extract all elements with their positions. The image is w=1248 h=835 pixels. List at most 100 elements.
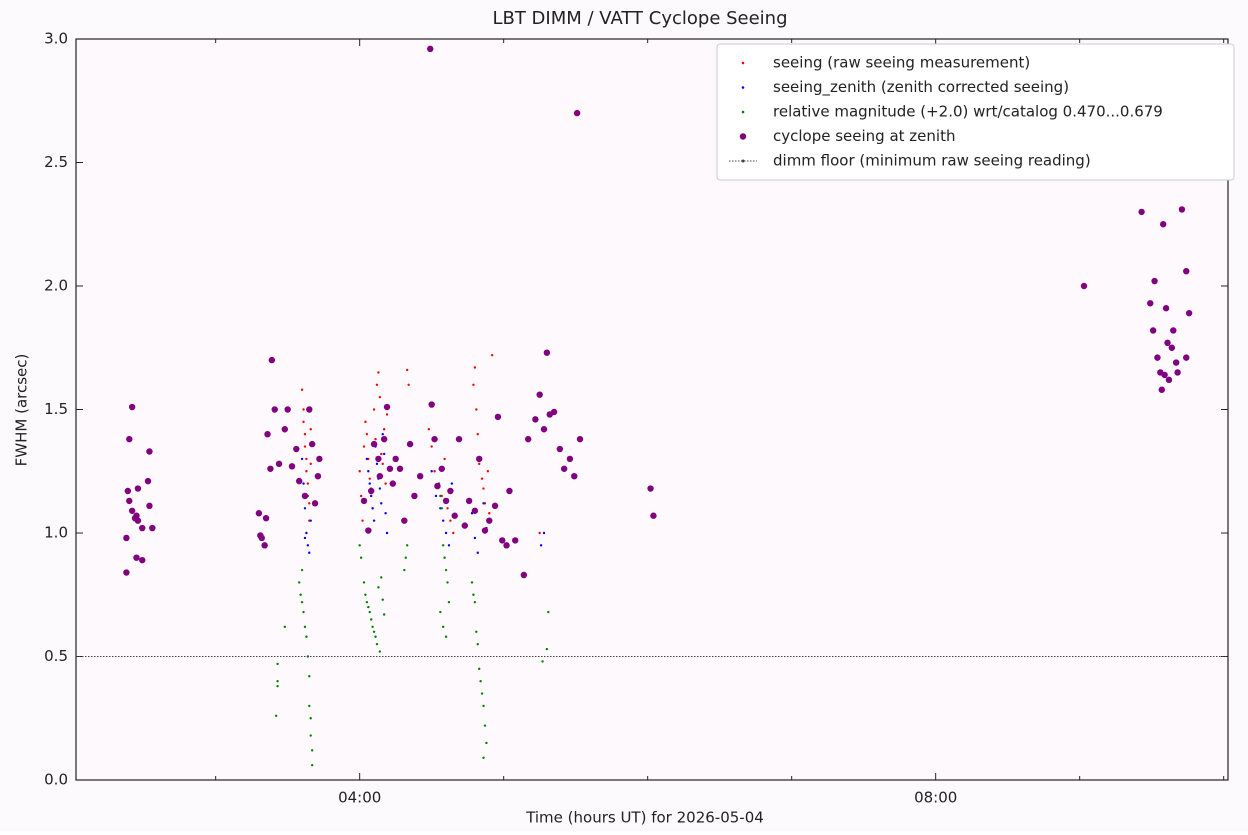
- y-tick-label: 1.0: [44, 524, 68, 542]
- point: [374, 437, 377, 441]
- point: [1147, 300, 1154, 307]
- point: [430, 470, 433, 473]
- point: [361, 519, 364, 522]
- point: [303, 536, 307, 540]
- point: [439, 494, 442, 498]
- point: [128, 507, 136, 514]
- point: [380, 452, 383, 456]
- point: [650, 512, 657, 519]
- point: [465, 497, 473, 505]
- point: [375, 455, 382, 463]
- point: [302, 482, 305, 485]
- point: [362, 445, 366, 448]
- point: [471, 507, 479, 514]
- point: [303, 507, 307, 510]
- point: [365, 527, 372, 534]
- point: [476, 551, 479, 554]
- point: [571, 472, 578, 480]
- point: [306, 482, 310, 485]
- point: [133, 512, 140, 519]
- legend-label: cyclope seeing at zenith: [773, 127, 955, 145]
- legend-swatch: [741, 110, 745, 114]
- point: [540, 426, 548, 433]
- point: [302, 408, 305, 411]
- point: [276, 662, 279, 666]
- point: [473, 600, 477, 604]
- point: [539, 544, 543, 547]
- point: [284, 406, 291, 413]
- point: [392, 455, 399, 463]
- point: [382, 452, 386, 456]
- point: [371, 507, 374, 510]
- point: [447, 600, 451, 604]
- point: [482, 756, 485, 759]
- point: [541, 660, 544, 663]
- point: [396, 465, 404, 472]
- point: [482, 502, 485, 505]
- point: [543, 349, 551, 356]
- point: [444, 568, 448, 572]
- y-tick-label: 2.5: [44, 153, 68, 171]
- point: [404, 556, 407, 559]
- point: [310, 763, 314, 767]
- point: [375, 642, 379, 646]
- point: [1164, 339, 1171, 347]
- point: [134, 485, 142, 492]
- point: [264, 431, 271, 438]
- x-tick-label: 08:00: [914, 789, 957, 807]
- legend-swatch: [741, 61, 745, 65]
- point: [478, 462, 481, 466]
- point: [478, 667, 481, 671]
- point: [443, 457, 446, 461]
- point: [438, 465, 445, 472]
- point: [382, 428, 386, 431]
- point: [303, 625, 307, 629]
- point: [452, 531, 455, 535]
- point: [490, 353, 494, 357]
- point: [550, 408, 558, 416]
- point: [305, 531, 308, 535]
- point: [411, 492, 418, 500]
- point: [365, 457, 369, 461]
- point: [281, 426, 288, 433]
- point: [576, 435, 584, 443]
- point: [124, 487, 132, 495]
- point: [1170, 327, 1177, 334]
- point: [309, 717, 312, 720]
- point: [308, 440, 316, 448]
- point: [1183, 354, 1190, 361]
- point: [389, 480, 396, 487]
- point: [483, 724, 487, 727]
- point: [276, 684, 279, 688]
- point: [446, 581, 449, 584]
- point: [123, 534, 130, 542]
- point: [406, 544, 409, 547]
- point: [365, 433, 369, 436]
- point: [378, 487, 382, 490]
- point: [359, 556, 363, 559]
- point: [434, 494, 438, 498]
- y-axis-label: FWHM (arcsec): [13, 354, 31, 467]
- point: [431, 435, 438, 443]
- point: [298, 581, 301, 584]
- point: [310, 749, 314, 752]
- y-tick-label: 1.5: [44, 400, 68, 418]
- point: [1154, 354, 1161, 361]
- point: [362, 581, 366, 584]
- point: [1138, 208, 1145, 216]
- point: [368, 482, 371, 485]
- point: [303, 433, 307, 436]
- point: [268, 356, 276, 364]
- x-axis-label: Time (hours UT) for 2026-05-04: [525, 809, 764, 827]
- point: [406, 368, 409, 372]
- point: [446, 507, 449, 510]
- point: [377, 371, 380, 374]
- point: [384, 512, 387, 515]
- point: [647, 485, 654, 492]
- point: [311, 500, 319, 507]
- point: [470, 581, 474, 584]
- point: [288, 463, 296, 470]
- point: [433, 470, 436, 473]
- point: [382, 613, 386, 616]
- point: [367, 605, 370, 609]
